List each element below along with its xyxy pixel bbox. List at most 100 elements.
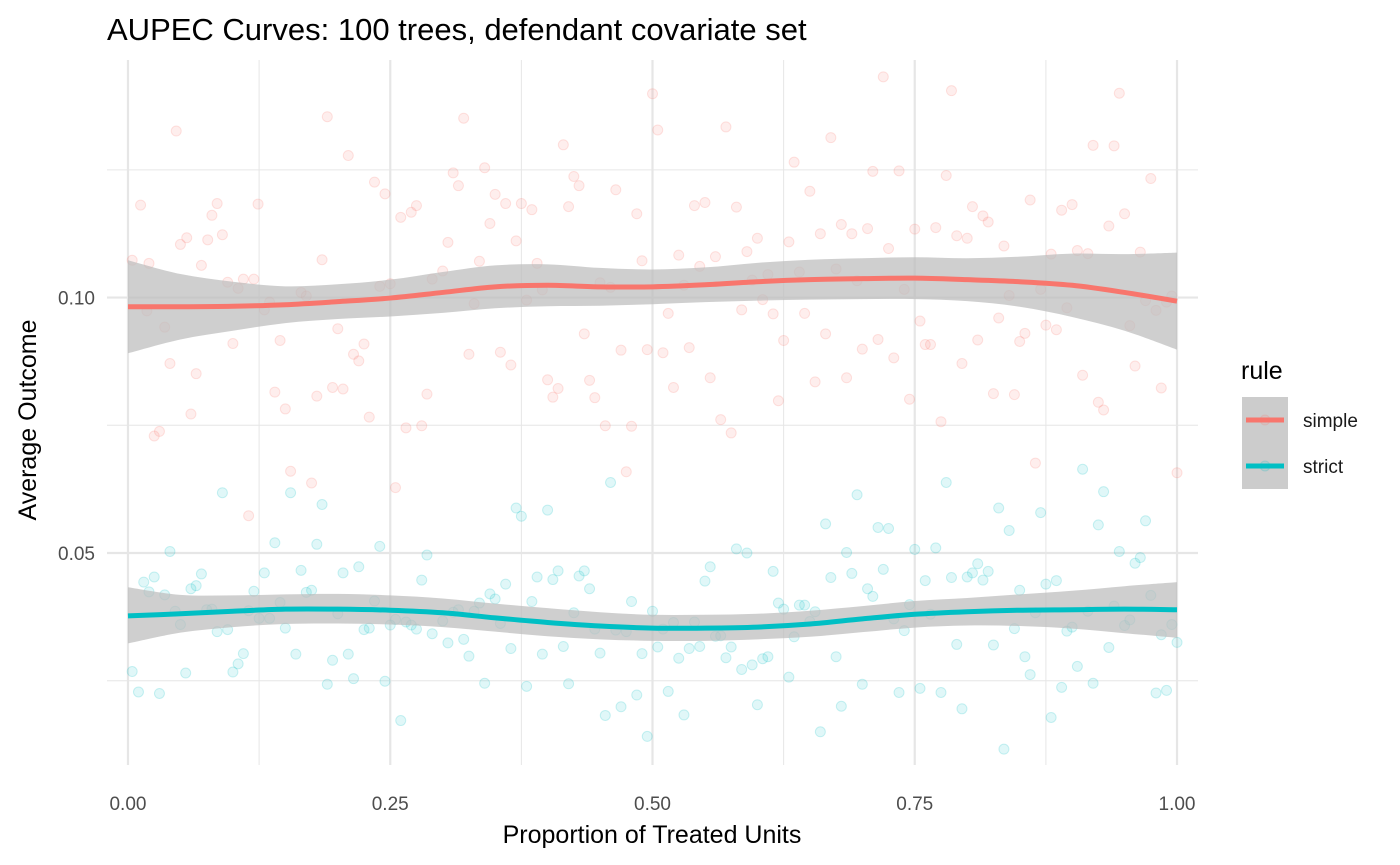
- data-point-simple: [505, 359, 517, 371]
- plot-panel: [107, 60, 1198, 765]
- data-point-strict: [877, 563, 889, 575]
- data-point-simple: [568, 170, 580, 182]
- data-point-strict: [825, 572, 837, 584]
- data-point-simple: [1014, 335, 1026, 347]
- data-point-simple: [589, 392, 601, 404]
- data-point-simple: [1077, 369, 1089, 381]
- data-point-strict: [164, 545, 176, 557]
- data-point-strict: [930, 542, 942, 554]
- data-point-strict: [982, 565, 994, 577]
- x-tick-label: 0.50: [634, 794, 671, 815]
- data-point-strict: [327, 654, 339, 666]
- x-tick-label: 1.00: [1159, 794, 1196, 815]
- data-point-simple: [688, 200, 700, 212]
- data-point-simple: [463, 348, 475, 360]
- data-point-strict: [945, 572, 957, 584]
- data-point-strict: [856, 678, 868, 690]
- data-point-strict: [730, 543, 742, 555]
- data-point-simple: [337, 383, 349, 395]
- data-point-strict: [1171, 636, 1183, 648]
- data-point-simple: [809, 376, 821, 388]
- data-point-simple: [615, 344, 627, 356]
- data-point-strict: [972, 558, 984, 570]
- data-point-strict: [909, 543, 921, 555]
- data-point-strict: [484, 588, 496, 600]
- data-point-strict: [348, 673, 360, 685]
- chart-title: AUPEC Curves: 100 trees, defendant covar…: [107, 12, 807, 47]
- data-point-strict: [652, 641, 664, 653]
- data-point-simple: [1145, 173, 1157, 185]
- data-point-simple: [369, 176, 381, 188]
- data-point-simple: [421, 388, 433, 400]
- data-point-simple: [479, 162, 491, 174]
- data-point-strict: [683, 643, 695, 655]
- data-point-simple: [458, 112, 470, 124]
- data-point-strict: [521, 680, 533, 692]
- data-point-simple: [631, 208, 643, 220]
- data-point-strict: [1056, 681, 1068, 693]
- data-point-simple: [316, 254, 328, 266]
- data-point-strict: [290, 648, 302, 660]
- data-point-strict: [599, 709, 611, 721]
- data-point-simple: [206, 209, 218, 221]
- data-point-simple: [416, 420, 428, 432]
- data-point-strict: [342, 648, 354, 660]
- data-point-simple: [135, 199, 147, 211]
- data-point-strict: [285, 487, 297, 499]
- y-tick-label: 0.10: [58, 289, 95, 310]
- data-point-simple: [500, 198, 512, 210]
- data-point-simple: [867, 165, 879, 177]
- data-point-simple: [620, 466, 632, 478]
- data-point-simple: [872, 333, 884, 345]
- data-point-strict: [940, 476, 952, 488]
- data-point-strict: [961, 571, 973, 583]
- data-point-strict: [1050, 575, 1062, 587]
- data-point-simple: [153, 425, 165, 437]
- data-point-simple: [647, 88, 658, 100]
- data-point-simple: [1171, 467, 1183, 479]
- data-point-simple: [327, 381, 339, 393]
- data-point-simple: [730, 201, 742, 213]
- x-tick-label: 0.25: [372, 794, 409, 815]
- data-point-simple: [202, 234, 214, 246]
- data-point-simple: [856, 343, 868, 355]
- data-point-strict: [1103, 642, 1115, 653]
- data-point-strict: [1098, 486, 1110, 498]
- data-point-simple: [904, 393, 916, 405]
- data-point-simple: [552, 382, 564, 394]
- data-point-strict: [694, 640, 706, 652]
- data-point-simple: [772, 395, 784, 407]
- data-point-strict: [741, 547, 753, 559]
- data-point-simple: [835, 219, 847, 230]
- data-point-strict: [835, 700, 847, 712]
- data-point-simple: [825, 132, 837, 144]
- data-point-simple: [799, 307, 811, 319]
- data-point-strict: [1071, 660, 1083, 672]
- smooth-line-simple: [127, 275, 1178, 310]
- legend-label-strict: strict: [1303, 457, 1344, 478]
- data-point-strict: [1161, 684, 1173, 696]
- data-point-strict: [237, 648, 249, 660]
- data-point-strict: [536, 648, 548, 660]
- data-point-strict: [442, 637, 454, 649]
- data-point-simple: [358, 338, 370, 350]
- data-point-simple: [998, 240, 1010, 252]
- data-point-simple: [846, 228, 858, 240]
- data-point-strict: [862, 583, 874, 595]
- data-point-simple: [405, 206, 417, 218]
- data-point-strict: [547, 574, 559, 586]
- x-axis-title: Proportion of Treated Units: [503, 821, 802, 849]
- data-point-strict: [552, 565, 564, 577]
- x-axis-ticks: 0.00 0.25 0.50 0.75 1.00: [109, 794, 1195, 815]
- data-point-simple: [930, 222, 942, 234]
- data-point-strict: [641, 730, 653, 742]
- data-point-strict: [757, 653, 769, 665]
- data-point-strict: [479, 677, 491, 689]
- data-point-strict: [510, 502, 522, 514]
- data-point-simple: [977, 210, 989, 222]
- data-point-strict: [126, 666, 138, 678]
- data-point-strict: [1150, 687, 1162, 699]
- data-point-simple: [1092, 396, 1104, 408]
- data-point-strict: [699, 575, 711, 587]
